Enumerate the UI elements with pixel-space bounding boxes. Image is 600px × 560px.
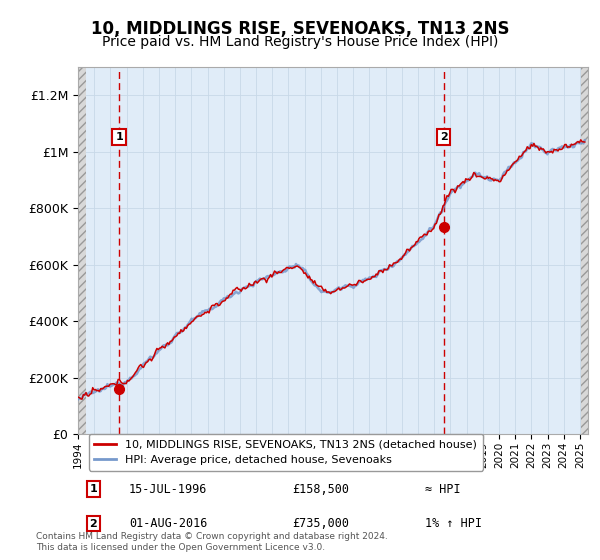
Text: 2: 2 <box>440 132 448 142</box>
Bar <box>78 67 86 434</box>
Text: Contains HM Land Registry data © Crown copyright and database right 2024.
This d: Contains HM Land Registry data © Crown c… <box>36 532 388 552</box>
Legend: 10, MIDDLINGS RISE, SEVENOAKS, TN13 2NS (detached house), HPI: Average price, de: 10, MIDDLINGS RISE, SEVENOAKS, TN13 2NS … <box>89 434 483 470</box>
Text: 15-JUL-1996: 15-JUL-1996 <box>129 483 208 496</box>
Text: 10, MIDDLINGS RISE, SEVENOAKS, TN13 2NS: 10, MIDDLINGS RISE, SEVENOAKS, TN13 2NS <box>91 20 509 38</box>
Text: ≈ HPI: ≈ HPI <box>425 483 460 496</box>
Text: 1: 1 <box>89 484 97 494</box>
Text: Price paid vs. HM Land Registry's House Price Index (HPI): Price paid vs. HM Land Registry's House … <box>102 35 498 49</box>
Text: 1% ↑ HPI: 1% ↑ HPI <box>425 517 482 530</box>
Text: £735,000: £735,000 <box>292 517 349 530</box>
Bar <box>581 67 589 434</box>
Text: 1: 1 <box>115 132 123 142</box>
Text: 01-AUG-2016: 01-AUG-2016 <box>129 517 208 530</box>
Text: £158,500: £158,500 <box>292 483 349 496</box>
Text: 2: 2 <box>89 519 97 529</box>
